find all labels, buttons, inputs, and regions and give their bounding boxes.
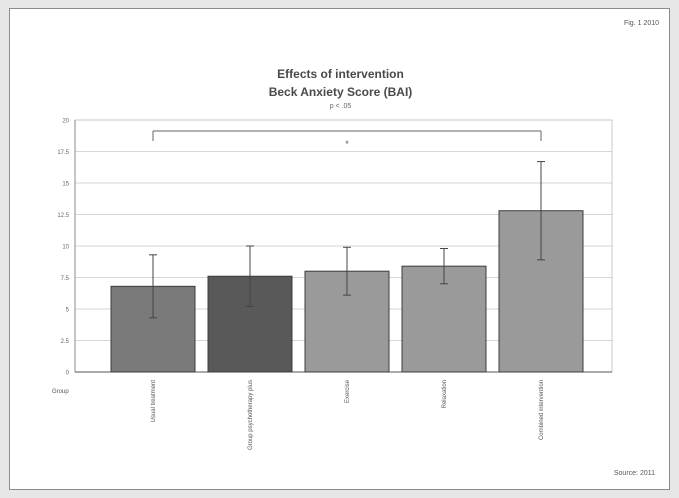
- chart-note: p < .05: [329, 103, 352, 110]
- corner-label-top: Fig. 1 2010: [623, 20, 659, 27]
- y-tick-label: 5: [66, 308, 70, 314]
- x-tick-label: Group psychotherapy plus: [248, 380, 254, 450]
- y-tick-label: 15: [62, 182, 69, 188]
- y-tick-label: 12.5: [57, 213, 69, 219]
- x-tick-label: Usual treatment: [151, 380, 157, 423]
- bar: [110, 285, 196, 373]
- y-tick-label: 17.5: [57, 150, 69, 156]
- y-tick-label: 10: [62, 245, 69, 251]
- y-tick-label: 2.5: [61, 339, 70, 345]
- x-tick-label: Relaxation: [442, 380, 448, 408]
- y-tick-label: 7.5: [61, 276, 70, 282]
- x-tick-label: Combined intervention: [539, 380, 545, 440]
- corner-label-bottom: Source: 2011: [613, 470, 655, 477]
- chart-subtitle: Beck Anxiety Score (BAI): [268, 85, 413, 99]
- x-tick-label: Exercise: [345, 379, 351, 403]
- y-tick-label: 20: [62, 119, 69, 125]
- significance-label: *: [345, 139, 349, 149]
- y-tick-label: 0: [66, 371, 70, 377]
- x-axis-title: Group: [52, 389, 69, 395]
- chart-title: Effects of intervention: [277, 67, 404, 81]
